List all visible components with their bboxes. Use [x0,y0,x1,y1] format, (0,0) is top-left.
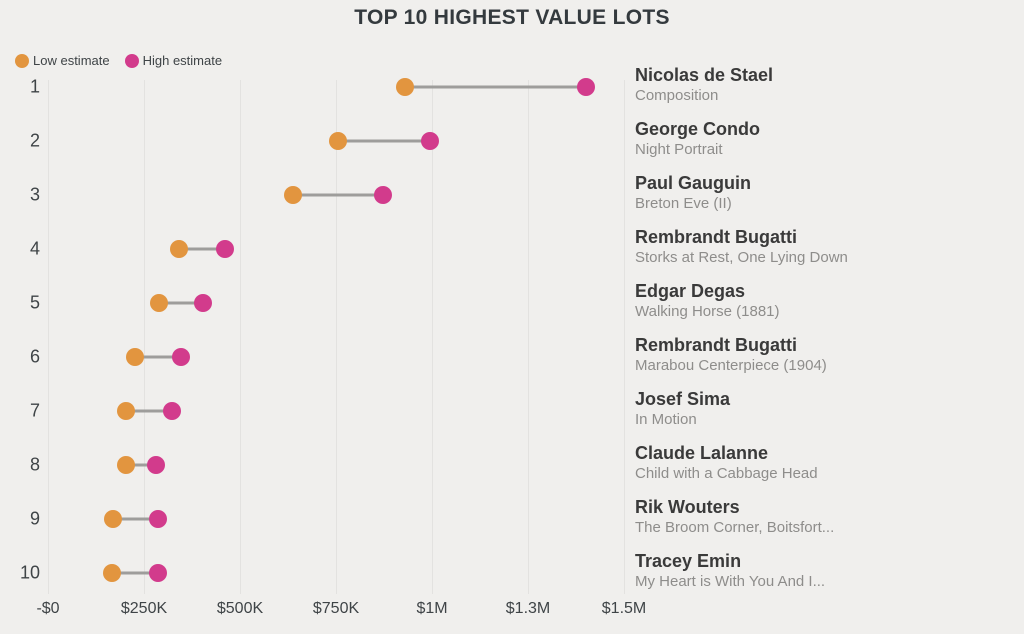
work-title: Walking Horse (1881) [635,303,780,320]
gridline [335,80,337,594]
artist-name: Josef Sima [635,389,731,409]
x-axis-tick-label: $750K [312,600,360,617]
artist-name: Rembrandt Bugatti [635,227,797,247]
rank-label: 8 [29,454,40,475]
connector-line [337,139,431,143]
gridline [623,80,625,594]
low-estimate-dot[interactable] [116,402,135,420]
rank-label: 7 [29,400,40,421]
high-estimate-dot[interactable] [194,294,213,312]
lot-label: Claude Lalanne Child with a Cabbage Head [635,443,1015,483]
high-estimate-dot[interactable] [576,78,595,96]
work-title: Night Portrait [635,141,723,158]
connector-line [125,409,173,413]
connector-line [135,355,181,359]
x-axis-tick-label: $500K [216,600,264,617]
x-axis-tick-label: $1M [416,600,448,617]
work-title: Storks at Rest, One Lying Down [635,249,848,266]
x-axis-tick-label: $1.5M [601,600,647,617]
work-title: Marabou Centerpiece (1904) [635,357,827,374]
x-axis-tick-label: $250K [120,600,168,617]
lot-label: Tracey Emin My Heart is With You And I... [635,551,1015,591]
x-axis-tick-label: -$0 [36,600,60,617]
work-title: In Motion [635,411,697,428]
artist-name: Claude Lalanne [635,443,769,463]
lot-label: Nicolas de Stael Composition [635,65,1015,105]
low-estimate-dot[interactable] [116,456,135,474]
artist-name: George Condo [635,119,760,139]
high-estimate-dot[interactable] [171,348,190,366]
legend: Low estimate High estimate [15,53,222,68]
lot-label: Paul Gauguin Breton Eve (II) [635,173,1015,213]
low-estimate-dot[interactable] [126,348,145,366]
high-estimate-dot[interactable] [421,132,440,150]
gridline [47,80,49,594]
lot-label: Josef Sima In Motion [635,389,1015,429]
low-estimate-dot[interactable] [396,78,415,96]
artist-name: Nicolas de Stael [635,65,774,85]
low-estimate-dot-icon [15,53,29,68]
artist-name: Rik Wouters [635,497,740,517]
artist-name: Rembrandt Bugatti [635,335,797,355]
work-title: The Broom Corner, Boitsfort... [635,519,835,536]
gridline [143,80,145,594]
high-estimate-dot[interactable] [146,456,165,474]
high-estimate-dot[interactable] [216,240,235,258]
gridline [239,80,241,594]
rank-label: 2 [29,130,40,151]
legend-high-label: High estimate [142,53,223,68]
rank-label: 5 [29,292,40,313]
lot-label: Rik Wouters The Broom Corner, Boitsfort..… [635,497,1015,537]
rank-label: 4 [29,238,40,259]
work-title: Breton Eve (II) [635,195,732,212]
connector-line [125,463,156,467]
low-estimate-dot[interactable] [169,240,188,258]
high-estimate-dot-icon [124,53,139,68]
work-title: Composition [635,87,719,104]
high-estimate-dot[interactable] [163,402,182,420]
rank-label: 3 [29,184,40,205]
low-estimate-dot[interactable] [103,564,122,582]
low-estimate-dot[interactable] [149,294,168,312]
lot-label: Rembrandt Bugatti Marabou Centerpiece (19… [635,335,1015,375]
gridline [527,80,529,594]
high-estimate-dot[interactable] [149,564,168,582]
rank-label: 10 [19,562,40,583]
connector-line [112,517,159,521]
connector-line [405,85,586,89]
rank-label: 9 [29,508,40,529]
legend-item-low-estimate[interactable]: Low estimate [15,53,110,68]
legend-low-label: Low estimate [33,53,110,68]
artist-name: Edgar Degas [635,281,746,301]
rank-label: 6 [29,346,40,367]
rank-label: 1 [29,76,40,97]
connector-line [158,301,204,305]
high-estimate-dot[interactable] [149,510,168,528]
low-estimate-dot[interactable] [328,132,347,150]
x-axis-tick-label: $1.3M [505,600,551,617]
work-title: My Heart is With You And I... [635,573,826,590]
lot-label: Rembrandt Bugatti Storks at Rest, One Lyi… [635,227,1015,267]
high-estimate-dot[interactable] [373,186,392,204]
artist-name: Paul Gauguin [635,173,752,193]
lot-label: George Condo Night Portrait [635,119,1015,159]
connector-line [292,193,383,197]
gridline [431,80,433,594]
legend-item-high-estimate[interactable]: High estimate [124,53,223,68]
chart-title: TOP 10 HIGHEST VALUE LOTS [354,6,670,29]
lot-label: Edgar Degas Walking Horse (1881) [635,281,1015,321]
connector-line [112,571,159,575]
connector-line [178,247,226,251]
low-estimate-dot[interactable] [283,186,302,204]
low-estimate-dot[interactable] [103,510,122,528]
artist-name: Tracey Emin [635,551,742,571]
work-title: Child with a Cabbage Head [635,465,818,482]
